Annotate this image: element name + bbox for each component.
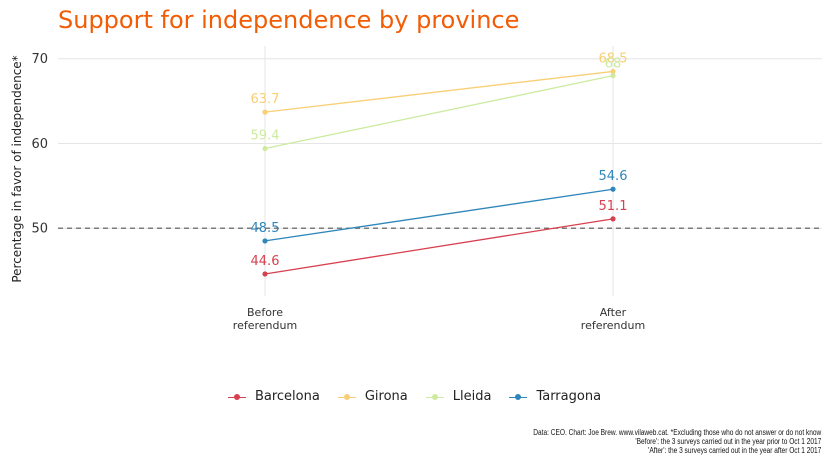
- data-point: [610, 186, 616, 192]
- data-point: [262, 109, 268, 115]
- y-tick-label: 60: [31, 137, 48, 152]
- series-line: [264, 75, 614, 150]
- data-point: [610, 73, 616, 79]
- caption-line: 'Before': the 3 surveys carried out in t…: [635, 437, 821, 446]
- caption-line: 'After': the 3 surveys carried out in th…: [647, 446, 821, 455]
- legend-key: [227, 390, 246, 404]
- data-point: [262, 145, 268, 152]
- legend-key: [337, 390, 356, 404]
- data-point: [262, 238, 268, 244]
- series-line: [264, 188, 614, 242]
- data-point: [262, 271, 268, 277]
- data-label: 44.6: [251, 254, 280, 269]
- legend-item: Barcelona: [227, 389, 320, 404]
- series-line: [264, 218, 614, 275]
- chart-title: Support for independence by province: [58, 6, 520, 34]
- data-point: [610, 68, 616, 75]
- data-label: 59.4: [251, 129, 280, 144]
- data-point: [610, 216, 616, 222]
- x-tick-label: Before referendum: [233, 306, 297, 332]
- data-label: 63.7: [251, 92, 280, 107]
- legend-key: [425, 390, 444, 404]
- x-tick-label: After referendum: [581, 306, 645, 332]
- legend-label: Girona: [364, 389, 408, 404]
- y-axis-label: Percentage in favor of independence*: [10, 55, 24, 282]
- legend-item: Lleida: [425, 389, 492, 404]
- legend-item: Girona: [337, 389, 408, 404]
- data-label: 48.5: [251, 221, 280, 236]
- data-label: 51.1: [599, 199, 628, 214]
- legend-item: Tarragona: [509, 389, 601, 404]
- legend: Barcelona Girona Lleida Tarragona: [0, 389, 829, 404]
- caption-line: Data: CEO. Chart: Joe Brew. www.vilaweb.…: [532, 428, 821, 437]
- data-label: 68: [605, 57, 622, 72]
- data-label: 68.5: [599, 51, 628, 66]
- data-label: 54.6: [599, 169, 628, 184]
- caption: Data: CEO. Chart: Joe Brew. www.vilaweb.…: [533, 428, 821, 455]
- legend-label: Tarragona: [536, 389, 602, 404]
- series-line: [264, 70, 614, 113]
- legend-key: [509, 390, 528, 404]
- line-chart: 50 60 70 Before referendum After referendum Per…: [10, 46, 822, 332]
- legend-label: Lleida: [452, 389, 492, 404]
- y-tick-label: 50: [31, 222, 48, 237]
- y-tick-label: 70: [31, 52, 48, 67]
- legend-label: Barcelona: [254, 389, 320, 404]
